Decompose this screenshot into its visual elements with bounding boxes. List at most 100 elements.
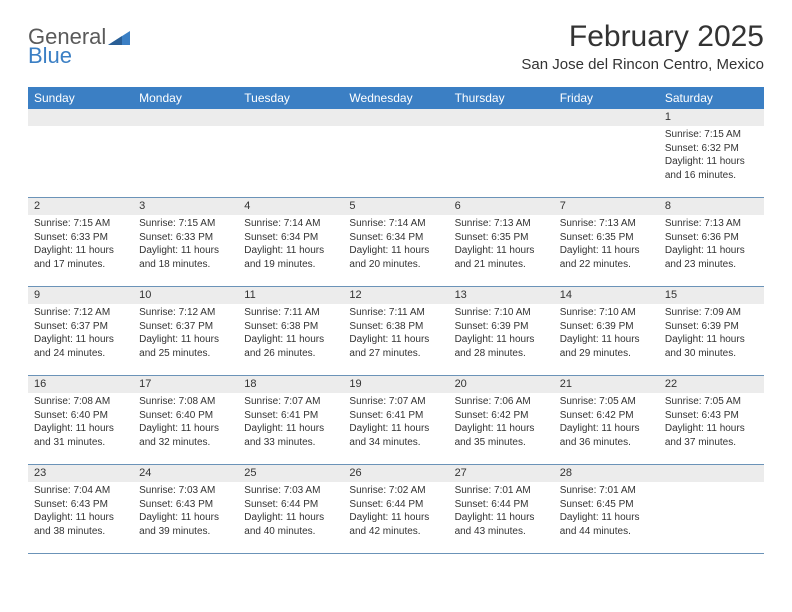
day-line: and 30 minutes. <box>665 347 758 361</box>
day-line: Daylight: 11 hours <box>349 333 442 347</box>
day-line: Sunset: 6:33 PM <box>139 231 232 245</box>
day-body <box>133 126 238 186</box>
day-cell: 16Sunrise: 7:08 AMSunset: 6:40 PMDayligh… <box>28 376 133 464</box>
day-body: Sunrise: 7:11 AMSunset: 6:38 PMDaylight:… <box>238 304 343 366</box>
day-line: Sunrise: 7:04 AM <box>34 484 127 498</box>
day-body: Sunrise: 7:13 AMSunset: 6:36 PMDaylight:… <box>659 215 764 277</box>
day-number: 25 <box>238 465 343 482</box>
day-body: Sunrise: 7:10 AMSunset: 6:39 PMDaylight:… <box>554 304 659 366</box>
day-line: Sunrise: 7:08 AM <box>139 395 232 409</box>
day-line: Daylight: 11 hours <box>34 511 127 525</box>
day-line: Daylight: 11 hours <box>349 511 442 525</box>
day-body <box>554 126 659 186</box>
day-line: Sunset: 6:32 PM <box>665 142 758 156</box>
day-line: and 26 minutes. <box>244 347 337 361</box>
day-line: and 24 minutes. <box>34 347 127 361</box>
day-number: 26 <box>343 465 448 482</box>
day-line: Daylight: 11 hours <box>560 511 653 525</box>
day-cell: 19Sunrise: 7:07 AMSunset: 6:41 PMDayligh… <box>343 376 448 464</box>
day-body <box>659 482 764 542</box>
day-cell: 20Sunrise: 7:06 AMSunset: 6:42 PMDayligh… <box>449 376 554 464</box>
day-line: Sunset: 6:35 PM <box>455 231 548 245</box>
day-number <box>343 109 448 126</box>
day-number: 2 <box>28 198 133 215</box>
day-cell <box>343 109 448 197</box>
day-number <box>449 109 554 126</box>
day-cell: 27Sunrise: 7:01 AMSunset: 6:44 PMDayligh… <box>449 465 554 553</box>
day-line: Sunrise: 7:05 AM <box>560 395 653 409</box>
day-body: Sunrise: 7:10 AMSunset: 6:39 PMDaylight:… <box>449 304 554 366</box>
day-line: Sunset: 6:36 PM <box>665 231 758 245</box>
day-line: and 20 minutes. <box>349 258 442 272</box>
day-line: Sunrise: 7:11 AM <box>349 306 442 320</box>
day-line: Sunrise: 7:13 AM <box>455 217 548 231</box>
day-body: Sunrise: 7:01 AMSunset: 6:45 PMDaylight:… <box>554 482 659 544</box>
day-line: Sunrise: 7:01 AM <box>455 484 548 498</box>
day-header-wednesday: Wednesday <box>343 87 448 109</box>
day-line: and 31 minutes. <box>34 436 127 450</box>
day-line: and 43 minutes. <box>455 525 548 539</box>
day-cell: 6Sunrise: 7:13 AMSunset: 6:35 PMDaylight… <box>449 198 554 286</box>
day-number <box>554 109 659 126</box>
calendar: Sunday Monday Tuesday Wednesday Thursday… <box>28 87 764 554</box>
day-line: and 33 minutes. <box>244 436 337 450</box>
day-line: Sunset: 6:43 PM <box>139 498 232 512</box>
day-line: Daylight: 11 hours <box>34 244 127 258</box>
day-cell: 24Sunrise: 7:03 AMSunset: 6:43 PMDayligh… <box>133 465 238 553</box>
day-line: Daylight: 11 hours <box>139 511 232 525</box>
day-line: Daylight: 11 hours <box>244 333 337 347</box>
day-number: 4 <box>238 198 343 215</box>
day-line: Sunrise: 7:06 AM <box>455 395 548 409</box>
day-number: 16 <box>28 376 133 393</box>
day-line: Sunset: 6:44 PM <box>349 498 442 512</box>
day-line: Daylight: 11 hours <box>139 422 232 436</box>
logo: General Blue <box>28 26 130 67</box>
day-line: Sunrise: 7:14 AM <box>244 217 337 231</box>
day-body: Sunrise: 7:13 AMSunset: 6:35 PMDaylight:… <box>449 215 554 277</box>
day-cell: 15Sunrise: 7:09 AMSunset: 6:39 PMDayligh… <box>659 287 764 375</box>
day-cell <box>554 109 659 197</box>
week-row: 23Sunrise: 7:04 AMSunset: 6:43 PMDayligh… <box>28 465 764 554</box>
day-line: Sunrise: 7:15 AM <box>139 217 232 231</box>
day-body: Sunrise: 7:07 AMSunset: 6:41 PMDaylight:… <box>343 393 448 455</box>
week-row: 2Sunrise: 7:15 AMSunset: 6:33 PMDaylight… <box>28 198 764 287</box>
day-line: and 23 minutes. <box>665 258 758 272</box>
day-number: 7 <box>554 198 659 215</box>
day-line: Daylight: 11 hours <box>349 422 442 436</box>
day-body: Sunrise: 7:15 AMSunset: 6:32 PMDaylight:… <box>659 126 764 188</box>
day-cell <box>133 109 238 197</box>
day-cell: 12Sunrise: 7:11 AMSunset: 6:38 PMDayligh… <box>343 287 448 375</box>
day-header-tuesday: Tuesday <box>238 87 343 109</box>
day-cell: 4Sunrise: 7:14 AMSunset: 6:34 PMDaylight… <box>238 198 343 286</box>
day-line: Sunrise: 7:12 AM <box>34 306 127 320</box>
day-line: Daylight: 11 hours <box>560 244 653 258</box>
day-line: Sunset: 6:40 PM <box>34 409 127 423</box>
logo-word-blue: Blue <box>28 43 72 68</box>
day-number: 13 <box>449 287 554 304</box>
day-cell: 22Sunrise: 7:05 AMSunset: 6:43 PMDayligh… <box>659 376 764 464</box>
location: San Jose del Rincon Centro, Mexico <box>521 56 764 73</box>
day-line: and 39 minutes. <box>139 525 232 539</box>
day-body <box>343 126 448 186</box>
day-line: Sunrise: 7:12 AM <box>139 306 232 320</box>
logo-text-block: General Blue <box>28 26 130 67</box>
day-line: Daylight: 11 hours <box>560 333 653 347</box>
day-body: Sunrise: 7:13 AMSunset: 6:35 PMDaylight:… <box>554 215 659 277</box>
day-body <box>238 126 343 186</box>
day-line: Sunset: 6:39 PM <box>560 320 653 334</box>
day-body: Sunrise: 7:09 AMSunset: 6:39 PMDaylight:… <box>659 304 764 366</box>
day-cell: 23Sunrise: 7:04 AMSunset: 6:43 PMDayligh… <box>28 465 133 553</box>
day-header-row: Sunday Monday Tuesday Wednesday Thursday… <box>28 87 764 109</box>
day-line: and 35 minutes. <box>455 436 548 450</box>
day-number: 15 <box>659 287 764 304</box>
day-body: Sunrise: 7:05 AMSunset: 6:42 PMDaylight:… <box>554 393 659 455</box>
day-line: Sunrise: 7:15 AM <box>665 128 758 142</box>
day-cell: 10Sunrise: 7:12 AMSunset: 6:37 PMDayligh… <box>133 287 238 375</box>
day-number: 22 <box>659 376 764 393</box>
day-line: Sunset: 6:34 PM <box>244 231 337 245</box>
day-line: Daylight: 11 hours <box>665 244 758 258</box>
day-line: Sunrise: 7:13 AM <box>560 217 653 231</box>
day-line: Sunrise: 7:15 AM <box>34 217 127 231</box>
day-cell: 13Sunrise: 7:10 AMSunset: 6:39 PMDayligh… <box>449 287 554 375</box>
day-line: Sunset: 6:38 PM <box>349 320 442 334</box>
